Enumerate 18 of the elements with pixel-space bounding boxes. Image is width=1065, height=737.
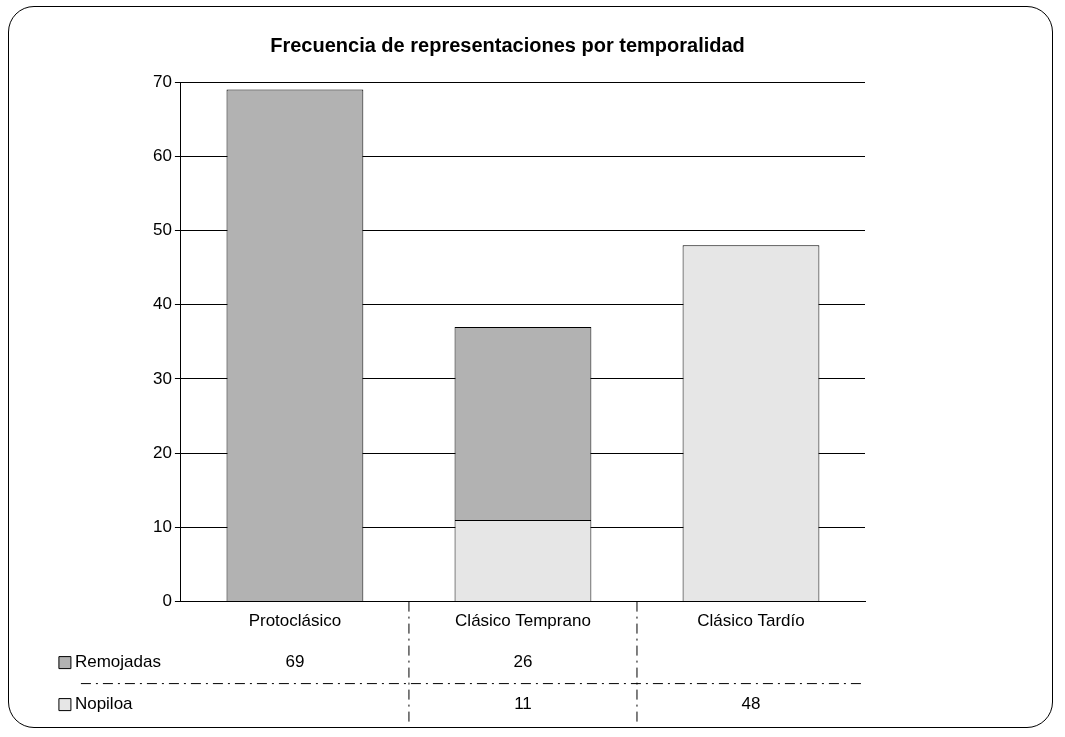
y-tick-label: 40 bbox=[152, 294, 172, 314]
data-label: 26 bbox=[513, 652, 533, 672]
y-tick-label: 70 bbox=[152, 71, 172, 91]
y-tick-label: 60 bbox=[152, 145, 172, 165]
data-label: 11 bbox=[514, 694, 532, 714]
y-tick-label: 10 bbox=[152, 517, 172, 537]
x-tick-label: Protoclásico bbox=[248, 611, 342, 631]
y-tick-label: 20 bbox=[152, 442, 172, 462]
data-label: 69 bbox=[285, 652, 305, 672]
data-label: 48 bbox=[741, 694, 761, 714]
legend-label: Nopiloa bbox=[74, 694, 134, 714]
legend-label: Remojadas bbox=[74, 652, 161, 672]
y-tick-label: 30 bbox=[152, 368, 172, 388]
x-tick-label: Clásico Temprano bbox=[455, 611, 591, 631]
chart-title: Frecuencia de representaciones por temporalidad bbox=[270, 33, 745, 56]
y-tick-label: 50 bbox=[152, 220, 172, 240]
x-tick-label: Clásico Tardío bbox=[697, 611, 805, 631]
y-tick-label: 0 bbox=[162, 591, 172, 611]
